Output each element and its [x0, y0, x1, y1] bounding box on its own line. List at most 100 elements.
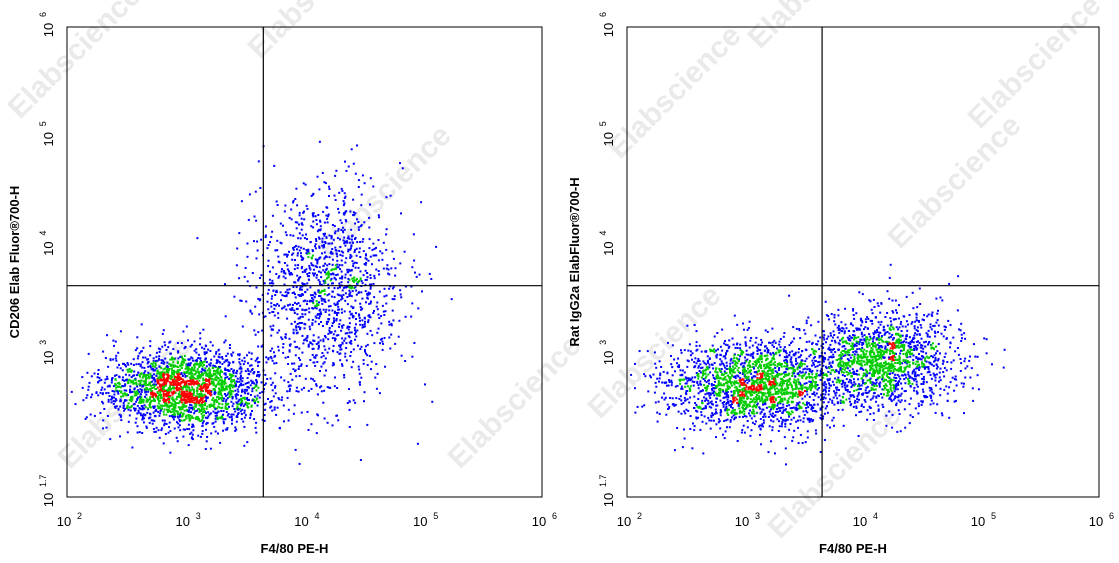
- event-dot: [349, 257, 352, 259]
- event-dot: [745, 353, 748, 356]
- event-dot: [203, 407, 206, 410]
- event-dot: [170, 363, 173, 366]
- event-dot: [715, 397, 718, 400]
- event-dot: [763, 364, 766, 366]
- event-dot: [392, 319, 395, 322]
- event-dot: [355, 323, 357, 326]
- event-dot: [188, 394, 191, 397]
- x-axis-ticks: 10 2 10 3 10 4 10 5 10 6: [57, 511, 557, 529]
- event-dot: [367, 319, 370, 322]
- event-dot: [346, 268, 349, 271]
- event-dot: [335, 274, 338, 276]
- event-dot: [331, 337, 334, 340]
- event-dot: [811, 392, 814, 395]
- event-dot: [253, 215, 256, 218]
- event-dot: [748, 361, 751, 364]
- event-dot: [712, 367, 715, 370]
- event-dot: [184, 393, 187, 396]
- event-dot: [296, 267, 299, 270]
- event-dot: [189, 432, 192, 435]
- event-dot: [303, 237, 306, 240]
- event-dot: [338, 308, 340, 311]
- event-dot: [267, 398, 269, 400]
- event-dot: [356, 144, 358, 147]
- event-dot: [273, 408, 276, 411]
- event-dot: [311, 301, 314, 303]
- event-dot: [123, 379, 126, 382]
- event-dot: [172, 365, 175, 368]
- event-dot: [197, 357, 200, 359]
- event-dot: [165, 382, 168, 385]
- event-dot: [275, 291, 278, 294]
- event-dot: [249, 394, 252, 396]
- event-dot: [854, 399, 857, 402]
- event-dot: [314, 258, 317, 261]
- event-dot: [140, 390, 143, 393]
- event-dot: [822, 336, 825, 339]
- event-dot: [314, 245, 316, 248]
- event-dot: [743, 389, 746, 392]
- event-dot: [340, 329, 343, 332]
- event-dot: [220, 410, 223, 412]
- event-dot: [824, 407, 827, 410]
- event-dot: [153, 405, 156, 408]
- event-dot: [194, 398, 197, 401]
- event-dot: [135, 363, 138, 366]
- event-dot: [250, 405, 253, 408]
- event-dot: [815, 375, 818, 378]
- event-dot: [152, 368, 155, 371]
- event-dot: [325, 320, 328, 323]
- event-dot: [676, 365, 679, 368]
- event-dot: [100, 378, 103, 381]
- event-dot: [192, 369, 195, 372]
- event-dot: [670, 384, 673, 387]
- event-dot: [172, 348, 175, 351]
- event-dot: [235, 380, 238, 383]
- event-dot: [239, 376, 242, 379]
- event-dot: [297, 245, 300, 248]
- event-dot: [735, 389, 737, 392]
- event-dot: [361, 307, 364, 310]
- event-dot: [280, 376, 283, 379]
- event-dot: [141, 432, 144, 434]
- event-dot: [145, 387, 148, 390]
- event-dot: [230, 383, 233, 386]
- event-dot: [375, 363, 378, 366]
- event-dot: [411, 266, 414, 269]
- event-dot: [249, 416, 252, 419]
- event-dot: [209, 393, 212, 396]
- event-dot: [343, 310, 346, 313]
- event-dot: [691, 352, 694, 355]
- event-dot: [299, 286, 302, 289]
- event-dot: [168, 410, 171, 413]
- event-dot: [144, 405, 147, 408]
- event-dot: [203, 403, 206, 406]
- event-dot: [111, 377, 114, 379]
- event-dot: [755, 391, 757, 394]
- event-dot: [801, 363, 804, 365]
- event-dot: [296, 274, 299, 277]
- event-dot: [300, 258, 303, 261]
- event-dot: [300, 222, 303, 225]
- event-dot: [125, 365, 127, 368]
- event-dot: [185, 405, 188, 408]
- event-dot: [183, 347, 186, 350]
- event-dot: [137, 363, 140, 366]
- event-dot: [143, 382, 146, 385]
- event-dot: [381, 337, 383, 340]
- event-dot: [316, 175, 319, 178]
- event-dot: [292, 332, 295, 335]
- event-dot: [90, 396, 93, 399]
- event-dot: [350, 238, 353, 241]
- event-dot: [305, 337, 308, 340]
- event-dot: [324, 348, 327, 351]
- event-dot: [340, 228, 343, 231]
- event-dot: [336, 351, 339, 354]
- event-dot: [167, 346, 170, 349]
- event-dot: [754, 405, 756, 408]
- event-dot: [354, 299, 357, 302]
- event-dot: [210, 405, 213, 408]
- event-dot: [137, 392, 140, 395]
- event-dot: [303, 210, 305, 213]
- event-dot: [337, 311, 340, 314]
